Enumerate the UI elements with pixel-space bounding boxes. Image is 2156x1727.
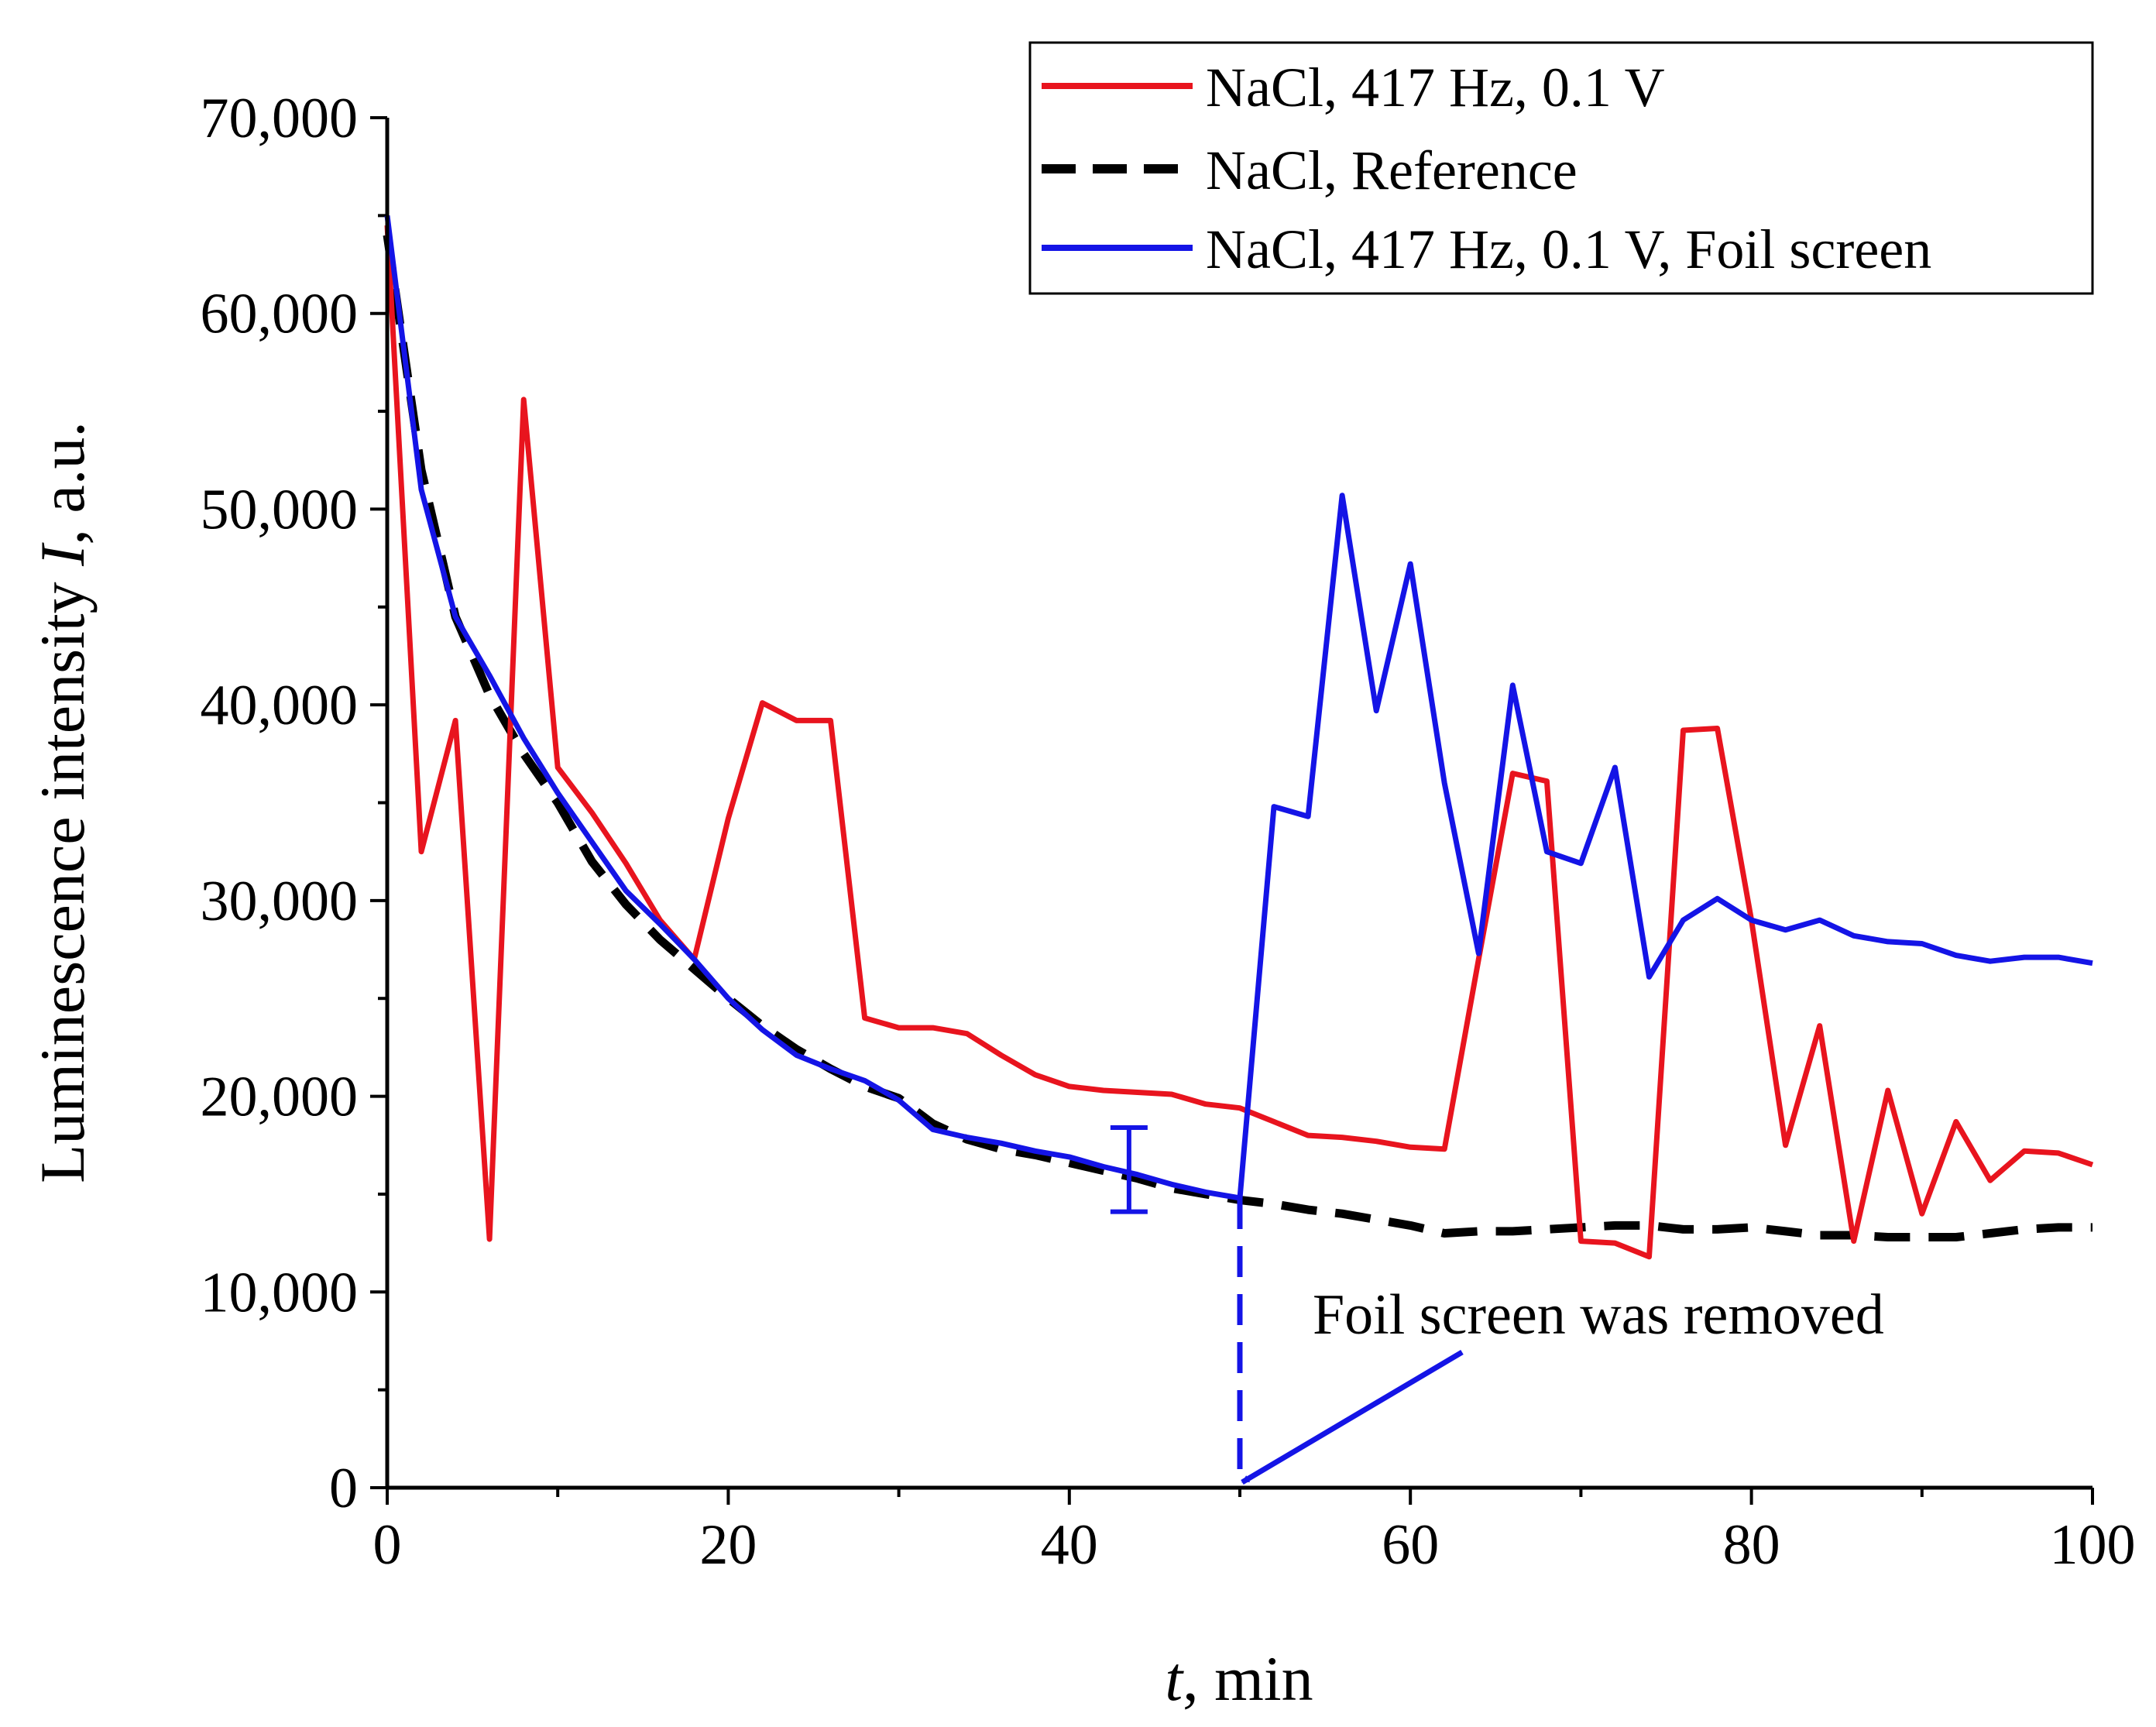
annotations [1110,1125,1243,1488]
annotation-arrow [1241,1349,1464,1485]
series-line-3 [384,215,2093,1201]
x-tick-label-4: 80 [1723,1513,1780,1577]
y-tick-label-1: 10,000 [201,1261,359,1324]
y-axis-title: Luminescence intensity I, a.u. [27,421,98,1183]
y-tick-label-4: 40,000 [201,674,359,737]
series-line-2 [383,234,2092,1241]
x-tick-label-1: 20 [699,1513,757,1577]
y-tick-label-7: 70,000 [201,87,359,150]
legend-label-3: NaCl, 417 Hz, 0.1 V, Foil screen [1206,218,1931,280]
legend-box [1028,41,2094,295]
legend: NaCl, 417 Hz, 0.1 V NaCl, Reference NaCl… [1028,41,2094,295]
y-tick-label-0: 0 [329,1457,358,1520]
y-axis-title-prefix: Luminescence intensity [27,566,98,1183]
series-layer [383,215,2094,1260]
series-line-1 [384,225,2094,1260]
x-tick-label-0: 0 [373,1513,402,1577]
x-axis-title-symbol: t [1165,1643,1184,1714]
x-axis-title: t, min [1165,1643,1313,1714]
y-tick-label-3: 30,000 [201,870,359,933]
annotation-foil-removed: Foil screen was removed [1313,1283,1884,1347]
x-axis-title-rest: , min [1183,1643,1313,1714]
y-axis-title-symbol: I [27,542,98,567]
y-tick-label-6: 60,000 [201,283,359,346]
y-tick-label-2: 20,000 [201,1066,359,1129]
y-axis-title-suffix: , a.u. [27,421,98,544]
tick-labels: 0 10,000 20,000 30,000 40,000 50,000 60,000 70,… [201,87,2136,1577]
x-tick-label-2: 40 [1041,1513,1098,1577]
legend-label-2: NaCl, Reference [1206,139,1578,201]
y-tick-label-5: 50,000 [201,478,359,541]
x-tick-label-3: 60 [1382,1513,1439,1577]
x-tick-label-5: 100 [2050,1513,2136,1577]
error-bar [1110,1125,1148,1214]
legend-label-1: NaCl, 417 Hz, 0.1 V [1206,57,1665,118]
